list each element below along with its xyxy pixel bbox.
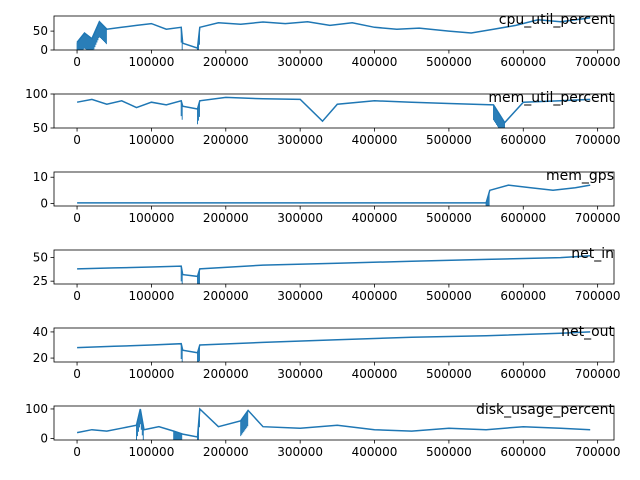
x-tick-label: 200000 xyxy=(203,445,249,459)
x-tick-label: 100000 xyxy=(129,133,175,147)
series-line-cpu-util-percent xyxy=(76,17,591,50)
x-tick-label: 600000 xyxy=(500,289,546,303)
panel-title: net_out xyxy=(561,324,614,340)
x-tick-label: 0 xyxy=(73,289,81,303)
y-tick-label: 25 xyxy=(33,274,48,288)
x-tick-label: 700000 xyxy=(575,445,621,459)
axes-frame xyxy=(53,405,615,441)
axes-frame xyxy=(53,249,615,285)
series-line-mem-gps xyxy=(77,184,591,204)
x-tick-label: 100000 xyxy=(129,367,175,381)
y-tick-label: 50 xyxy=(33,24,48,38)
subplot-disk-usage-percent: 0 100000 200000 300000 400000 500000 600000 700… xyxy=(25,402,620,459)
subplot-mem-util-percent: 0 100000 200000 300000 400000 500000 600000 700… xyxy=(25,87,620,147)
subplot-mem-gps: 0 100000 200000 300000 400000 500000 600000 700… xyxy=(33,168,621,225)
y-tick-label: 100 xyxy=(25,87,48,101)
y-tick-label: 10 xyxy=(33,170,48,184)
y-tick-label: 50 xyxy=(33,121,48,135)
x-tick-label: 600000 xyxy=(500,211,546,225)
panel-title: net_in xyxy=(571,246,614,262)
x-tick-label: 400000 xyxy=(352,211,398,225)
x-tick-label: 100000 xyxy=(129,211,175,225)
x-tick-label: 200000 xyxy=(203,289,249,303)
x-tick-label: 300000 xyxy=(277,55,323,69)
x-tick-label: 400000 xyxy=(352,445,398,459)
x-tick-label: 400000 xyxy=(352,133,398,147)
axes-frame xyxy=(53,15,615,51)
x-tick-label: 500000 xyxy=(426,289,472,303)
x-tick-label: 400000 xyxy=(352,367,398,381)
y-tick-label: 0 xyxy=(40,196,48,210)
series-band-net-out xyxy=(180,343,200,362)
axes-frame xyxy=(53,327,615,363)
x-tick-label: 500000 xyxy=(426,133,472,147)
x-tick-label: 200000 xyxy=(203,367,249,381)
axes-frame xyxy=(53,171,615,207)
x-tick-label: 700000 xyxy=(575,55,621,69)
panel-title: cpu_util_percent xyxy=(499,12,615,28)
x-tick-label: 100000 xyxy=(129,445,175,459)
x-tick-label: 300000 xyxy=(277,367,323,381)
y-tick-label: 0 xyxy=(40,43,48,57)
x-tick-label: 600000 xyxy=(500,133,546,147)
x-tick-label: 0 xyxy=(73,55,81,69)
y-tick-label: 20 xyxy=(33,351,48,365)
series-line-disk-usage-percent xyxy=(76,407,591,438)
x-tick-label: 300000 xyxy=(277,289,323,303)
x-tick-label: 400000 xyxy=(352,55,398,69)
series-band-mem-util-percent xyxy=(180,100,505,128)
y-tick-label: 0 xyxy=(40,432,48,446)
x-tick-label: 0 xyxy=(73,133,81,147)
subplot-cpu-util-percent: 0 100000 200000 300000 400000 500000 600000 700… xyxy=(33,12,621,69)
x-tick-label: 300000 xyxy=(277,133,323,147)
series-line-net-out xyxy=(77,331,591,354)
x-tick-label: 500000 xyxy=(426,55,472,69)
y-tick-label: 40 xyxy=(33,325,48,339)
x-tick-label: 200000 xyxy=(203,133,249,147)
panel-title: disk_usage_percent xyxy=(476,402,615,418)
x-tick-label: 700000 xyxy=(575,133,621,147)
x-tick-label: 300000 xyxy=(277,445,323,459)
subplot-net-out: 0 100000 200000 300000 400000 500000 600000 700… xyxy=(33,324,621,381)
x-tick-label: 400000 xyxy=(352,289,398,303)
panel-title: mem_gps xyxy=(546,168,614,184)
subplots: 0 100000 200000 300000 400000 500000 600000 700… xyxy=(25,12,620,459)
x-tick-label: 700000 xyxy=(575,289,621,303)
x-tick-label: 600000 xyxy=(500,367,546,381)
series-band-net-in xyxy=(180,266,200,284)
x-tick-label: 500000 xyxy=(426,211,472,225)
x-tick-label: 0 xyxy=(73,367,81,381)
x-tick-label: 500000 xyxy=(426,445,472,459)
x-tick-label: 0 xyxy=(73,445,81,459)
x-tick-label: 500000 xyxy=(426,367,472,381)
series-line-mem-util-percent xyxy=(76,96,591,124)
subplot-net-in: 0 100000 200000 300000 400000 500000 600000 700… xyxy=(33,246,621,303)
axes-frame xyxy=(53,93,615,129)
x-tick-label: 600000 xyxy=(500,55,546,69)
x-tick-label: 600000 xyxy=(500,445,546,459)
x-tick-label: 200000 xyxy=(203,55,249,69)
series-line-net-in xyxy=(77,254,591,278)
x-tick-label: 300000 xyxy=(277,211,323,225)
x-tick-label: 0 xyxy=(73,211,81,225)
y-tick-label: 50 xyxy=(33,251,48,265)
x-tick-label: 200000 xyxy=(203,211,249,225)
x-tick-label: 700000 xyxy=(575,367,621,381)
x-tick-label: 100000 xyxy=(129,55,175,69)
y-tick-label: 100 xyxy=(25,402,48,416)
panel-title: mem_util_percent xyxy=(488,90,614,106)
series-band-mem-gps xyxy=(485,192,490,206)
x-tick-label: 100000 xyxy=(129,289,175,303)
x-tick-label: 700000 xyxy=(575,211,621,225)
